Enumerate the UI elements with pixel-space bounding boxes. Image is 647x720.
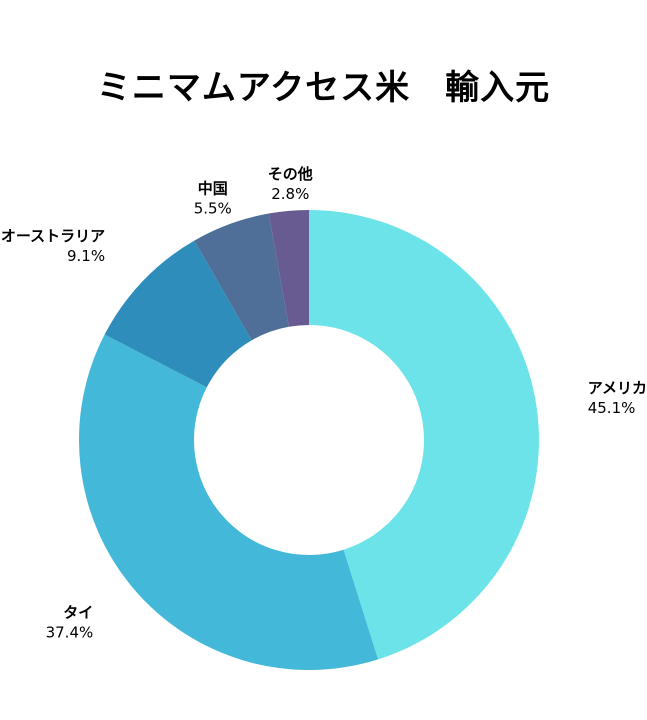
slice-label-2: タイ [63, 604, 93, 622]
chart-title: ミニマムアクセス米 輸入元 [96, 68, 551, 108]
slice-value-1: 45.1% [588, 399, 636, 417]
slice-label-1: アメリカ [588, 379, 647, 397]
slice-label-5: その他 [268, 165, 313, 183]
donut-slice-4 [194, 213, 289, 341]
slice-value-4: 5.5% [194, 200, 232, 218]
donut-slice-5 [268, 210, 309, 327]
slice-label-3: オーストラリア [1, 227, 105, 245]
donut-slices [78, 210, 539, 671]
donut-slice-1 [309, 210, 539, 660]
slice-value-2: 37.4% [46, 624, 94, 642]
slice-label-4: 中国 [198, 180, 228, 198]
slice-labels: アメリカ 45.1% タイ 37.4% オーストラリア 9.1% 中国 5.5% その他 2.8% [1, 165, 647, 642]
slice-value-5: 2.8% [271, 185, 309, 203]
slice-value-3: 9.1% [67, 247, 105, 265]
donut-slice-3 [104, 240, 252, 388]
donut-slice-2 [78, 334, 379, 671]
